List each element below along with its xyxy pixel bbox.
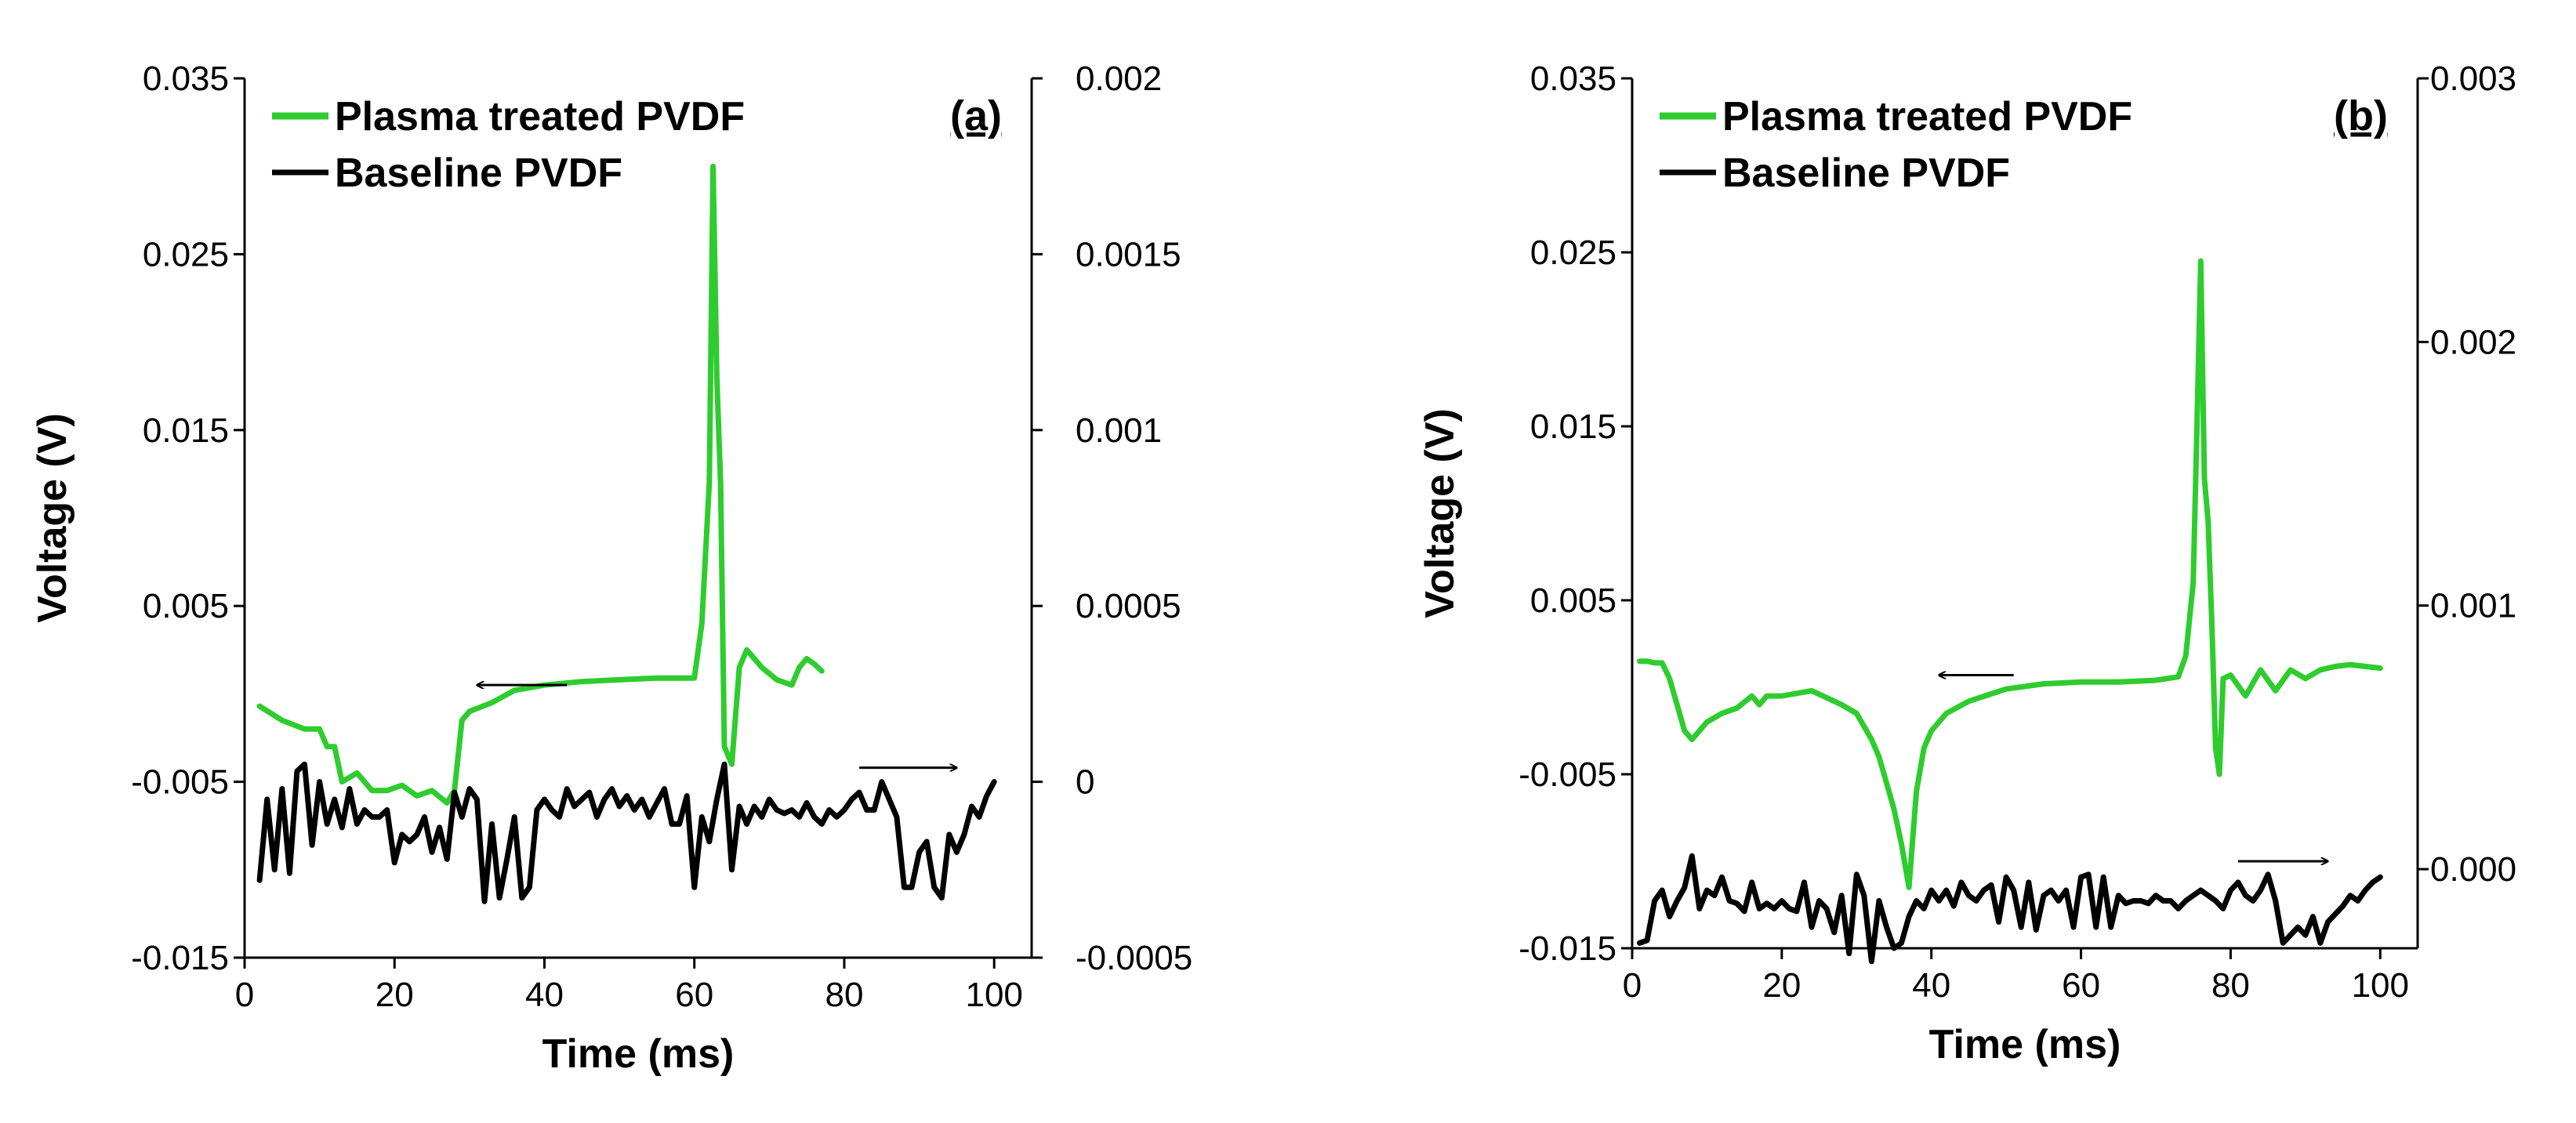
x-tick-label: 40 bbox=[525, 976, 564, 1014]
x-tick-label: 60 bbox=[675, 976, 713, 1014]
y2-tick-label: 0 bbox=[1076, 763, 1094, 802]
series-line-plasma bbox=[256, 163, 825, 806]
y-tick-label: -0.005 bbox=[131, 763, 229, 802]
y-axis-label: Voltage (V) bbox=[30, 413, 75, 623]
y-tick-label: -0.015 bbox=[131, 939, 229, 977]
y-tick-label: 0.005 bbox=[143, 587, 229, 625]
y2-tick-label: 0.002 bbox=[2430, 323, 2516, 361]
y-tick-label: 0.025 bbox=[1530, 234, 1616, 272]
series-line-baseline bbox=[1637, 853, 2383, 965]
x-tick-label: 0 bbox=[1623, 966, 1642, 1005]
x-tick-label: 60 bbox=[2062, 966, 2100, 1005]
y2-tick-label: 0.0005 bbox=[1076, 587, 1181, 625]
y2-tick-label: 0.0015 bbox=[1076, 235, 1181, 274]
y2-tick-label: -0.0005 bbox=[1076, 939, 1192, 977]
panel-label: (a) bbox=[950, 92, 1002, 139]
y-tick-label: 0.035 bbox=[1530, 60, 1616, 98]
x-tick-label: 40 bbox=[1912, 966, 1950, 1005]
y2-tick-label: 0.003 bbox=[2430, 60, 2516, 98]
chart-panel-b: 0 20 40 60 80 100 -0.015 -0.005 0.005 0.015 0.025 0… bbox=[1417, 60, 2516, 1067]
y-tick-label: 0.005 bbox=[1530, 581, 1616, 620]
panel-label: (b) bbox=[2334, 92, 2388, 139]
y2-tick-label: 0.001 bbox=[1076, 411, 1162, 450]
y-tick-label: -0.005 bbox=[1518, 755, 1616, 794]
x-tick-label: 100 bbox=[965, 976, 1022, 1014]
legend-label-baseline: Baseline PVDF bbox=[1722, 150, 2010, 196]
x-tick-label: 80 bbox=[825, 976, 863, 1014]
x-tick-label: 20 bbox=[1762, 966, 1801, 1005]
y-tick-label: 0.015 bbox=[143, 411, 229, 450]
x-tick-label: 100 bbox=[2352, 966, 2409, 1005]
legend-label-baseline: Baseline PVDF bbox=[335, 150, 622, 196]
x-axis-label: Time (ms) bbox=[1929, 1022, 2121, 1067]
x-tick-label: 80 bbox=[2211, 966, 2250, 1005]
legend-label-plasma: Plasma treated PVDF bbox=[1722, 94, 2132, 139]
y-axis-label: Voltage (V) bbox=[1417, 408, 1463, 618]
legend-label-plasma: Plasma treated PVDF bbox=[335, 94, 745, 139]
y-tick-label: -0.015 bbox=[1518, 929, 1616, 968]
y2-tick-label: 0.000 bbox=[2430, 850, 2516, 889]
x-axis-label: Time (ms) bbox=[542, 1031, 735, 1077]
y2-tick-label: 0.002 bbox=[1076, 60, 1162, 98]
series-line-baseline bbox=[256, 761, 997, 904]
x-tick-label: 20 bbox=[376, 976, 414, 1014]
y-tick-label: 0.015 bbox=[1530, 408, 1616, 446]
x-tick-label: 0 bbox=[235, 976, 254, 1014]
chart-panel-a: 0 20 40 60 80 100 -0.015 -0.005 0.005 0.015 0.025 0… bbox=[30, 60, 1192, 1077]
y-tick-label: 0.035 bbox=[143, 60, 229, 98]
y-tick-label: 0.025 bbox=[143, 235, 229, 274]
series-line-plasma bbox=[1637, 258, 2383, 890]
y2-tick-label: 0.001 bbox=[2430, 587, 2516, 625]
